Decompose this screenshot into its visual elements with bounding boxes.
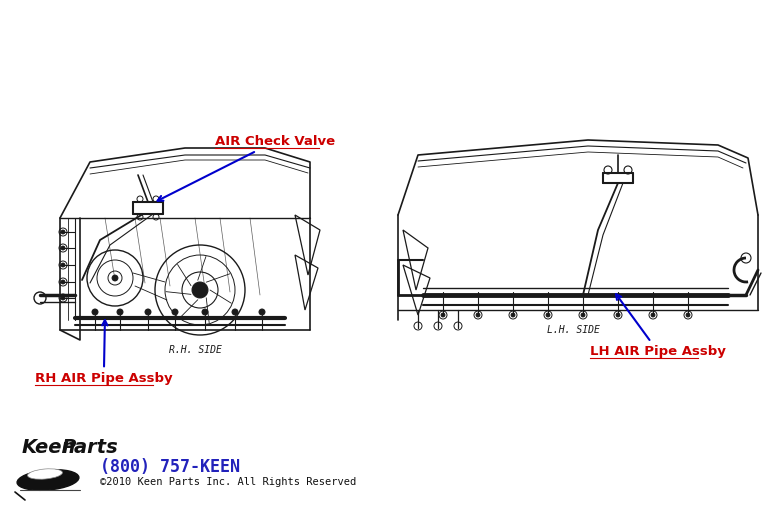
Circle shape <box>61 246 65 250</box>
Circle shape <box>581 313 585 317</box>
Text: AIR Check Valve: AIR Check Valve <box>158 135 335 200</box>
Text: R.H. SIDE: R.H. SIDE <box>169 345 222 355</box>
Text: ©2010 Keen Parts Inc. All Rights Reserved: ©2010 Keen Parts Inc. All Rights Reserve… <box>100 477 357 487</box>
Text: (800) 757-KEEN: (800) 757-KEEN <box>100 458 240 476</box>
Circle shape <box>61 263 65 267</box>
Circle shape <box>61 280 65 284</box>
Circle shape <box>686 313 690 317</box>
Circle shape <box>441 313 445 317</box>
Text: Keen: Keen <box>22 438 76 457</box>
Circle shape <box>61 230 65 234</box>
Circle shape <box>651 313 655 317</box>
Circle shape <box>232 309 238 315</box>
Circle shape <box>259 309 265 315</box>
Ellipse shape <box>28 469 62 479</box>
Text: L.H. SIDE: L.H. SIDE <box>547 325 599 335</box>
Text: RH AIR Pipe Assby: RH AIR Pipe Assby <box>35 320 172 385</box>
Circle shape <box>511 313 515 317</box>
Circle shape <box>92 309 98 315</box>
Circle shape <box>117 309 123 315</box>
Ellipse shape <box>17 470 79 491</box>
Circle shape <box>112 275 118 281</box>
Text: LH AIR Pipe Assby: LH AIR Pipe Assby <box>590 294 726 358</box>
Circle shape <box>202 309 208 315</box>
Text: Parts: Parts <box>62 438 119 457</box>
Circle shape <box>172 309 178 315</box>
Circle shape <box>616 313 620 317</box>
Circle shape <box>145 309 151 315</box>
Circle shape <box>546 313 550 317</box>
Circle shape <box>476 313 480 317</box>
Circle shape <box>192 282 208 298</box>
Circle shape <box>61 296 65 300</box>
